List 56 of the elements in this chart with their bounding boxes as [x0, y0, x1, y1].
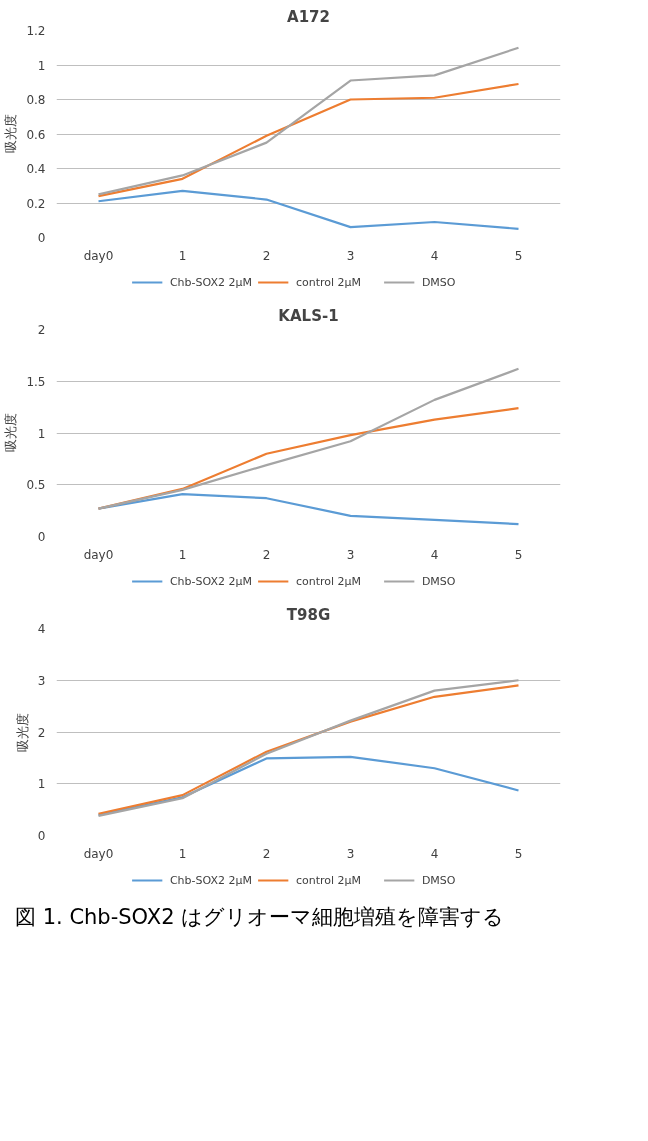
y-axis-title: 吸光度 [3, 413, 19, 453]
x-tick-label: 4 [430, 248, 439, 263]
legend-label: DMSO [421, 874, 456, 887]
y-tick-label: 0 [37, 231, 46, 245]
line-series [97, 189, 520, 230]
y-tick-label: 0.4 [26, 162, 46, 176]
chart-title: A172 [287, 7, 330, 26]
x-tick-label: 1 [178, 547, 187, 562]
y-axis-title: 吸光度 [3, 114, 19, 154]
x-tick-label: day0 [83, 248, 114, 263]
x-tick-label: 1 [178, 846, 187, 861]
line-series [97, 46, 520, 196]
legend-label: Chb-SOX2 2µM [169, 575, 252, 588]
legend-label: Chb-SOX2 2µM [169, 874, 252, 887]
y-tick-label: 1.2 [26, 24, 46, 38]
y-tick-label: 1 [37, 58, 46, 73]
y-tick-label: 2 [37, 725, 46, 740]
x-tick-label: 2 [262, 547, 271, 562]
x-tick-label: day0 [83, 547, 114, 562]
legend-label: Chb-SOX2 2µM [169, 276, 252, 289]
x-tick-label: day0 [83, 846, 114, 861]
caption: 図 1. Chb-SOX2 はグリオーマ細胞増殖を障害する [15, 904, 505, 931]
x-tick-label: 1 [178, 248, 187, 263]
y-tick-label: 1 [37, 777, 46, 792]
y-tick-label: 1 [37, 426, 46, 441]
y-tick-label: 2 [37, 323, 46, 337]
x-tick-label: 2 [262, 846, 271, 861]
x-tick-label: 3 [346, 547, 355, 562]
legend-label: DMSO [421, 276, 456, 289]
chart-title: T98G [286, 605, 331, 624]
y-tick-label: 0.6 [26, 127, 46, 142]
y-axis-title: 吸光度 [14, 712, 30, 752]
line-series [97, 82, 520, 198]
x-tick-label: 4 [430, 846, 439, 861]
line-series [97, 755, 520, 816]
x-tick-label: 5 [514, 846, 523, 861]
y-tick-label: 0.8 [26, 93, 46, 107]
y-tick-label: 0.5 [26, 478, 46, 493]
y-tick-label: 0 [37, 530, 46, 544]
y-tick-label: 3 [37, 673, 46, 688]
line-series [97, 367, 520, 510]
x-tick-label: 3 [346, 248, 355, 263]
legend-label: control 2µM [295, 276, 362, 289]
x-tick-label: 3 [346, 846, 355, 861]
x-tick-label: 5 [514, 248, 523, 263]
y-tick-label: 0.2 [26, 196, 46, 211]
x-tick-label: 5 [514, 547, 523, 562]
legend-label: control 2µM [295, 874, 362, 887]
legend-label: DMSO [421, 575, 456, 588]
x-tick-label: 2 [262, 248, 271, 263]
y-tick-label: 0 [37, 829, 46, 843]
y-tick-label: 4 [37, 622, 46, 636]
chart-title: KALS-1 [278, 306, 339, 325]
x-tick-label: 4 [430, 547, 439, 562]
y-tick-label: 1.5 [26, 374, 46, 389]
legend-label: control 2µM [295, 575, 362, 588]
